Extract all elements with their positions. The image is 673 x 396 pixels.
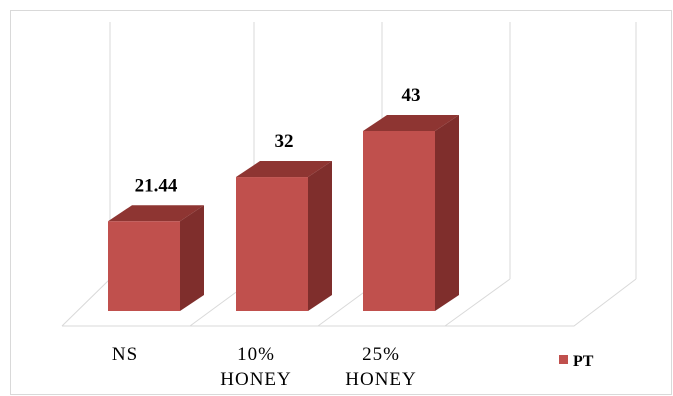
category-label-1: NS — [112, 344, 138, 365]
chart-floor — [61, 22, 637, 327]
legend-label-pt: PT — [573, 353, 594, 370]
category-axis: NS 10% HONEY 25% HONEY — [112, 344, 417, 390]
bar-1 — [108, 205, 204, 311]
legend: PT — [559, 353, 594, 370]
bar-side-face — [435, 115, 459, 311]
chart-frame — [10, 10, 672, 395]
data-label-1: 21.44 — [135, 175, 178, 196]
bar-side-face — [180, 205, 204, 311]
bar-top-face — [236, 161, 332, 178]
bar-front-face — [236, 177, 308, 311]
category-label-2-line-2: HONEY — [220, 369, 292, 390]
bar-top-face — [108, 205, 204, 222]
bar-front-face — [108, 221, 180, 311]
bar-top-face — [363, 115, 459, 131]
category-label-3-line-1: 25% — [362, 344, 400, 365]
category-label-2-line-1: 10% — [237, 344, 275, 365]
bar-2 — [236, 161, 332, 311]
bar-side-face — [308, 161, 332, 311]
data-labels: 21.44 32 43 — [135, 85, 421, 196]
bar-3 — [363, 115, 459, 311]
bar-front-face — [363, 131, 435, 311]
data-label-2: 32 — [275, 131, 294, 152]
category-label-3-line-2: HONEY — [345, 369, 417, 390]
bar-series — [108, 115, 459, 311]
legend-swatch-pt — [559, 355, 568, 364]
data-label-3: 43 — [402, 85, 421, 106]
